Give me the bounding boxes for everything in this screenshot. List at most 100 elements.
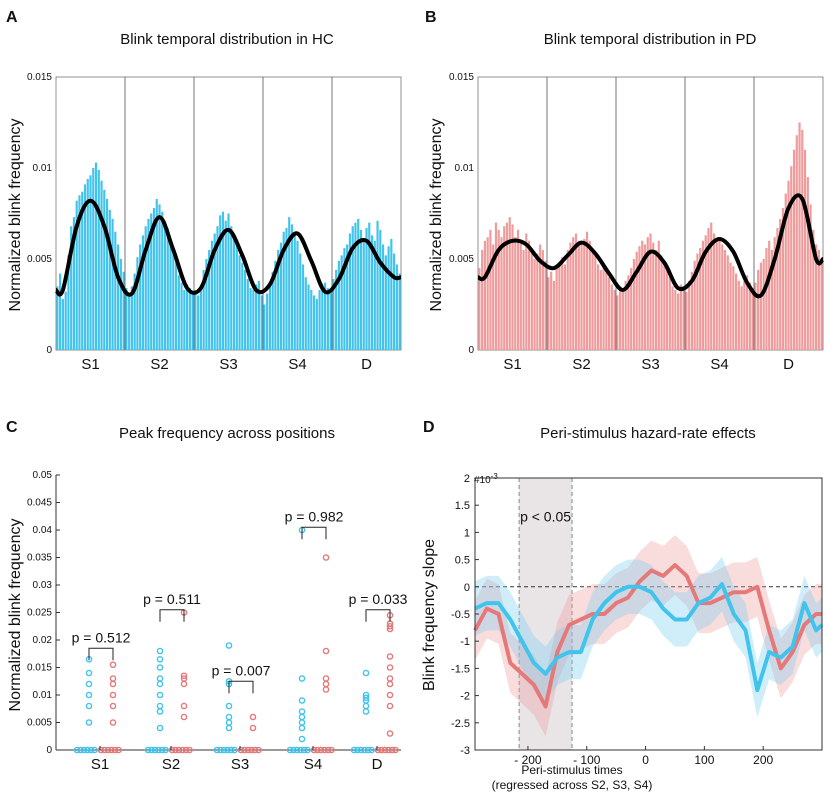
panel-letter-c: C <box>6 419 18 436</box>
panel-b-bar <box>710 222 713 350</box>
panel-b-bar <box>588 240 591 350</box>
panel-a-bar <box>78 195 81 350</box>
panel-a-bar <box>86 178 89 350</box>
panel-letter-d: D <box>423 419 435 436</box>
panel-b-bar <box>712 233 716 350</box>
panel-a-bar <box>285 228 288 350</box>
panel-b-bar <box>652 242 655 350</box>
panel-a-bar <box>376 220 379 350</box>
panel-b-bar <box>768 240 771 350</box>
panel-a-bar <box>147 218 150 350</box>
panel-b-bar <box>770 249 774 350</box>
panel-b-bar <box>585 231 589 350</box>
panel-c-title: Peak frequency across positions <box>119 425 335 442</box>
panel-c-chart: 0 0.005 0.01 0.015 0.02 0.025 0.03 0.035 0.04 0.0… <box>27 470 408 773</box>
panel-a-bar <box>166 228 169 350</box>
panel-c-category-label: D <box>372 756 383 773</box>
panel-c-point-hc <box>87 746 95 754</box>
panel-c-pvalue: p = 0.512 <box>72 629 131 645</box>
panel-d-xtick-label: 100 <box>694 753 714 767</box>
panel-b-bar <box>781 208 785 350</box>
panel-c-point-pd <box>175 746 183 754</box>
panel-b-bar <box>550 271 553 350</box>
panel-b-bar <box>729 262 732 350</box>
panel-a-bar <box>324 282 327 350</box>
panel-c-point-hc <box>290 746 297 754</box>
panel-c-point-hc <box>298 735 306 743</box>
panel-c-point-pd <box>109 661 117 669</box>
panel-c-point-pd <box>180 713 188 721</box>
panel-a-bar <box>271 271 274 350</box>
panel-a-bar <box>268 282 271 350</box>
panel-b-bar <box>790 166 793 350</box>
panel-d-ylabel: Blink frequency slope <box>421 539 438 691</box>
panel-a-bar <box>373 240 376 350</box>
panel-b-bar <box>704 235 707 350</box>
panel-a-bar <box>365 228 368 350</box>
panel-c-point-hc <box>225 713 233 721</box>
panel-c-point-hc <box>73 746 81 754</box>
panel-c-ytick-label: 0.025 <box>27 608 52 619</box>
panel-b-bar <box>602 262 605 350</box>
panel-c-point-pd <box>180 675 188 682</box>
panel-a-bar <box>340 255 343 350</box>
panel-b-bar <box>795 135 798 350</box>
panel-b-bar <box>784 193 787 350</box>
panel-b-bar <box>547 277 550 350</box>
panel-a-bar <box>158 204 161 350</box>
panel-b-bar <box>815 244 818 350</box>
panel-c-ytick-label: 0.01 <box>33 690 53 701</box>
panel-b-bar <box>723 249 727 350</box>
panel-c-point-hc <box>298 675 306 682</box>
panel-d-line-pd <box>473 563 822 709</box>
panel-b-bar <box>608 277 611 350</box>
panel-c-point-pd <box>322 647 330 655</box>
panel-c-point-hc <box>156 708 164 715</box>
panel-c-point-hc <box>156 655 164 663</box>
panel-c-point-hc <box>85 669 93 677</box>
panel-d-title: Peri-stimulus hazard-rate effects <box>540 425 756 442</box>
panel-b-bar <box>486 237 489 350</box>
panel-b-bar <box>539 244 542 350</box>
panel-b-bar <box>754 282 757 350</box>
panel-d-exponent: #10-3 <box>474 472 498 486</box>
panel-a-ytick-label: 0 <box>46 345 52 356</box>
panel-b-bar <box>743 280 746 350</box>
panel-c-point-pd <box>172 746 179 754</box>
panel-d-ytick-label: -0.5 <box>451 609 470 621</box>
panel-c-point-hc <box>300 746 308 754</box>
panel-c-point-pd <box>97 746 105 754</box>
panel-a-bar <box>230 226 233 350</box>
panel-a-bar <box>216 226 219 350</box>
panel-d-xlabel-sub: (regressed across S2, S3, S4) <box>492 778 653 792</box>
panel-a-bar <box>205 259 208 350</box>
panel-c-point-pd <box>324 746 332 754</box>
panel-a-bar <box>97 169 100 350</box>
panel-c-category-label: S1 <box>91 756 109 773</box>
panel-d-ytick-label: 0.5 <box>455 555 470 567</box>
panel-c-point-hc <box>225 719 233 726</box>
panel-b-ytick-label: 0.005 <box>449 254 474 265</box>
panel-a-bar <box>188 288 191 350</box>
panel-c-point-pd <box>109 702 117 710</box>
panel-b-bar <box>701 240 705 350</box>
panel-b-bar <box>489 229 492 350</box>
panel-c-point-hc <box>156 675 164 682</box>
panel-b-bar <box>566 249 569 350</box>
panel-c-point-pd <box>251 746 259 754</box>
panel-a-bar <box>119 259 122 350</box>
panel-b-bar <box>817 249 820 350</box>
panel-c-point-pd <box>310 746 318 754</box>
panel-c-ytick-label: 0.005 <box>27 718 52 729</box>
panel-c-point-hc <box>224 746 231 754</box>
panel-c-point-hc <box>80 746 88 754</box>
panel-a-bar <box>318 289 321 350</box>
panel-a-bar <box>255 284 258 350</box>
panel-b-bar <box>569 242 572 350</box>
panel-c-point-hc <box>156 724 164 732</box>
panel-d-ytick-label: -2 <box>460 691 470 703</box>
panel-a-bar <box>202 269 205 350</box>
panel-a-bar <box>398 273 401 350</box>
panel-c-point-pd <box>108 746 115 754</box>
